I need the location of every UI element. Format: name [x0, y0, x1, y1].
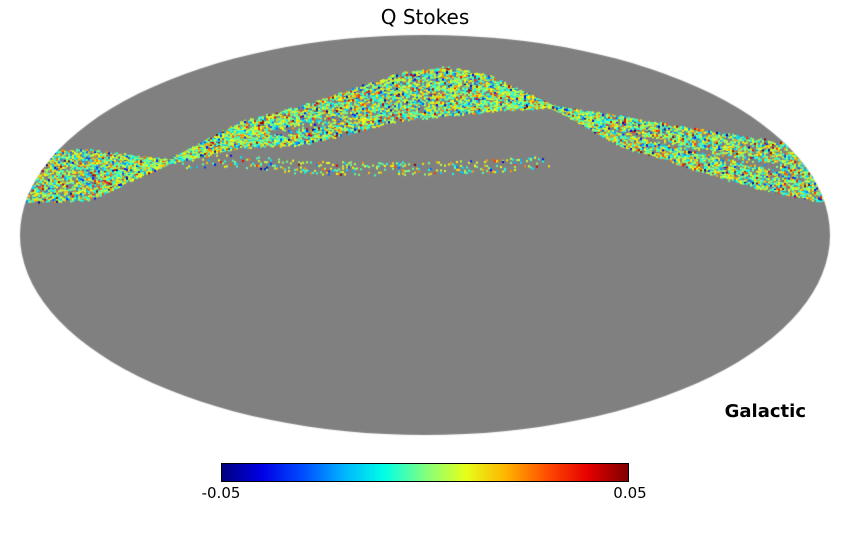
plot-title: Q Stokes [380, 5, 470, 29]
colorbar-max-label: 0.05 [613, 484, 647, 502]
coordinate-system-label: Galactic [724, 401, 806, 422]
colorbar-gradient [221, 463, 629, 482]
colorbar-min-label: -0.05 [201, 484, 241, 502]
